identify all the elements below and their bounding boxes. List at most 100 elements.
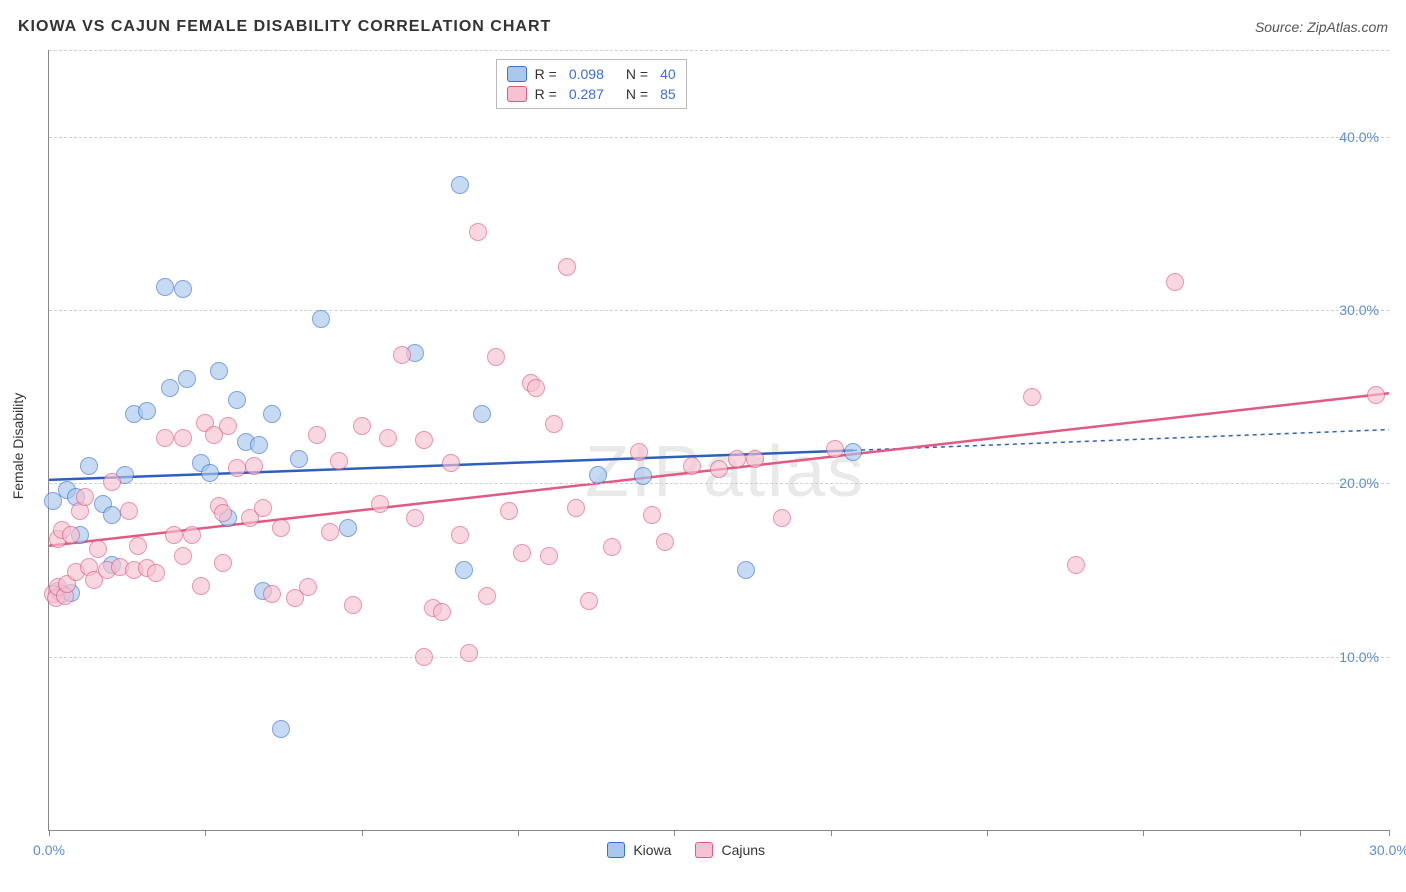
scatter-point <box>1023 388 1041 406</box>
legend-n-value: 40 <box>660 66 676 82</box>
scatter-point <box>451 526 469 544</box>
x-tick <box>49 830 50 836</box>
scatter-point <box>710 460 728 478</box>
scatter-point <box>603 538 621 556</box>
x-tick <box>674 830 675 836</box>
gridline <box>49 657 1389 658</box>
legend-n-label: N = <box>626 86 648 102</box>
y-tick-label: 30.0% <box>1339 302 1379 318</box>
scatter-point <box>120 502 138 520</box>
x-tick <box>987 830 988 836</box>
scatter-point <box>473 405 491 423</box>
chart-title: KIOWA VS CAJUN FEMALE DISABILITY CORRELA… <box>18 18 551 36</box>
legend-r-value: 0.287 <box>569 86 604 102</box>
scatter-point <box>228 459 246 477</box>
scatter-point <box>406 509 424 527</box>
scatter-point <box>263 585 281 603</box>
scatter-point <box>487 348 505 366</box>
scatter-point <box>219 417 237 435</box>
x-tick <box>1143 830 1144 836</box>
scatter-point <box>455 561 473 579</box>
scatter-point <box>174 547 192 565</box>
scatter-point <box>330 452 348 470</box>
scatter-point <box>500 502 518 520</box>
scatter-point <box>1067 556 1085 574</box>
scatter-point <box>80 457 98 475</box>
scatter-point <box>299 578 317 596</box>
gridline <box>49 137 1389 138</box>
x-tick <box>518 830 519 836</box>
legend-n-label: N = <box>626 66 648 82</box>
scatter-point <box>210 362 228 380</box>
scatter-point <box>321 523 339 541</box>
legend-r-label: R = <box>535 66 557 82</box>
x-tick <box>1389 830 1390 836</box>
gridline <box>49 483 1389 484</box>
scatter-point <box>250 436 268 454</box>
scatter-point <box>773 509 791 527</box>
scatter-point <box>634 467 652 485</box>
scatter-point <box>312 310 330 328</box>
scatter-point <box>339 519 357 537</box>
scatter-point <box>76 488 94 506</box>
x-tick <box>205 830 206 836</box>
scatter-point <box>527 379 545 397</box>
scatter-point <box>826 440 844 458</box>
scatter-point <box>558 258 576 276</box>
scatter-point <box>290 450 308 468</box>
trend-line <box>853 430 1389 451</box>
legend-row: R =0.287N =85 <box>507 84 676 104</box>
series-legend-label: Cajuns <box>721 842 765 858</box>
scatter-point <box>643 506 661 524</box>
scatter-point <box>478 587 496 605</box>
legend-swatch <box>507 86 527 102</box>
scatter-point <box>165 526 183 544</box>
scatter-point <box>1166 273 1184 291</box>
scatter-point <box>513 544 531 562</box>
scatter-point <box>1367 386 1385 404</box>
scatter-point <box>103 473 121 491</box>
y-tick-label: 10.0% <box>1339 649 1379 665</box>
x-tick <box>362 830 363 836</box>
scatter-point <box>192 577 210 595</box>
correlation-legend: R =0.098N =40R =0.287N =85 <box>496 59 687 109</box>
scatter-point <box>589 466 607 484</box>
legend-swatch <box>695 842 713 858</box>
scatter-point <box>214 504 232 522</box>
legend-swatch <box>507 66 527 82</box>
scatter-point <box>254 499 272 517</box>
x-tick <box>1300 830 1301 836</box>
scatter-point <box>540 547 558 565</box>
scatter-point <box>567 499 585 517</box>
scatter-point <box>393 346 411 364</box>
scatter-point <box>156 278 174 296</box>
scatter-point <box>147 564 165 582</box>
scatter-point <box>415 431 433 449</box>
scatter-point <box>379 429 397 447</box>
x-tick-label: 30.0% <box>1369 842 1406 858</box>
scatter-point <box>728 450 746 468</box>
chart-source: Source: ZipAtlas.com <box>1255 19 1388 35</box>
scatter-point <box>737 561 755 579</box>
chart-header: KIOWA VS CAJUN FEMALE DISABILITY CORRELA… <box>18 18 1388 36</box>
scatter-point <box>371 495 389 513</box>
scatter-point <box>844 443 862 461</box>
scatter-point <box>103 506 121 524</box>
series-legend-item: Kiowa <box>607 840 671 860</box>
legend-r-value: 0.098 <box>569 66 604 82</box>
scatter-point <box>201 464 219 482</box>
scatter-point <box>442 454 460 472</box>
legend-r-label: R = <box>535 86 557 102</box>
scatter-point <box>89 540 107 558</box>
scatter-point <box>545 415 563 433</box>
y-axis-label: Female Disability <box>10 393 26 500</box>
scatter-point <box>460 644 478 662</box>
x-tick-label: 0.0% <box>33 842 65 858</box>
series-legend: Kiowa Cajuns <box>607 840 765 860</box>
series-legend-item: Cajuns <box>695 840 765 860</box>
scatter-point <box>272 519 290 537</box>
scatter-point <box>415 648 433 666</box>
scatter-point <box>656 533 674 551</box>
plot-area: ZIPatlas 10.0%20.0%30.0%40.0%0.0%30.0%R … <box>48 50 1389 831</box>
y-tick-label: 40.0% <box>1339 129 1379 145</box>
